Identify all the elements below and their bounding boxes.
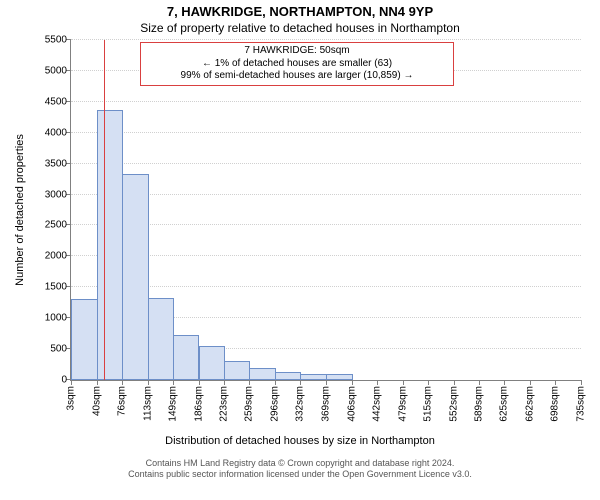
plot-inner: 0500100015002000250030003500400045005000… — [71, 40, 581, 380]
histogram-bar — [224, 361, 250, 380]
xtick-label: 442sqm — [371, 386, 382, 422]
xtick-label: 3sqm — [66, 386, 77, 410]
histogram-bar — [326, 374, 353, 380]
xtick-label: 552sqm — [448, 386, 459, 422]
xtick-mark — [275, 380, 276, 385]
xtick-mark — [199, 380, 200, 385]
xtick-mark — [97, 380, 98, 385]
xtick-label: 735sqm — [576, 386, 587, 422]
xtick-mark — [173, 380, 174, 385]
xtick-label: 698sqm — [550, 386, 561, 422]
footer-line-2: Contains public sector information licen… — [0, 469, 600, 480]
xtick-mark — [249, 380, 250, 385]
xtick-label: 515sqm — [422, 386, 433, 422]
gridline-h — [71, 101, 581, 102]
ytick-label: 4500 — [45, 96, 67, 107]
xtick-label: 662sqm — [525, 386, 536, 422]
xtick-mark — [122, 380, 123, 385]
property-size-indicator — [104, 40, 105, 380]
ytick-label: 2500 — [45, 220, 67, 231]
histogram-bar — [122, 174, 149, 380]
callout-line-1: 7 HAWKRIDGE: 50sqm — [147, 45, 447, 58]
xtick-mark — [479, 380, 480, 385]
histogram-bar — [249, 368, 276, 381]
x-axis-label: Distribution of detached houses by size … — [0, 435, 600, 447]
chart-subtitle: Size of property relative to detached ho… — [0, 21, 600, 35]
xtick-label: 76sqm — [116, 386, 127, 416]
xtick-mark — [352, 380, 353, 385]
histogram-bar — [275, 372, 301, 380]
xtick-label: 369sqm — [321, 386, 332, 422]
xtick-mark — [326, 380, 327, 385]
xtick-mark — [581, 380, 582, 385]
histogram-bar — [148, 298, 174, 380]
xtick-label: 296sqm — [270, 386, 281, 422]
histogram-bar — [71, 299, 98, 380]
xtick-label: 625sqm — [499, 386, 510, 422]
xtick-mark — [71, 380, 72, 385]
gridline-h — [71, 163, 581, 164]
ytick-label: 1000 — [45, 313, 67, 324]
footer-line-1: Contains HM Land Registry data © Crown c… — [0, 458, 600, 469]
ytick-label: 4000 — [45, 127, 67, 138]
chart-title: 7, HAWKRIDGE, NORTHAMPTON, NN4 9YP — [0, 4, 600, 19]
property-callout-box: 7 HAWKRIDGE: 50sqm ← 1% of detached hous… — [140, 42, 454, 86]
callout-line-3: 99% of semi-detached houses are larger (… — [147, 70, 447, 83]
xtick-mark — [377, 380, 378, 385]
y-axis-label: Number of detached properties — [14, 134, 26, 286]
xtick-mark — [454, 380, 455, 385]
footer-attribution: Contains HM Land Registry data © Crown c… — [0, 458, 600, 481]
xtick-label: 149sqm — [167, 386, 178, 422]
histogram-plot: 0500100015002000250030003500400045005000… — [70, 40, 581, 381]
xtick-label: 259sqm — [244, 386, 255, 422]
xtick-label: 223sqm — [219, 386, 230, 422]
xtick-label: 406sqm — [346, 386, 357, 422]
ytick-label: 3500 — [45, 158, 67, 169]
xtick-label: 113sqm — [142, 386, 153, 421]
gridline-h — [71, 39, 581, 40]
xtick-mark — [530, 380, 531, 385]
xtick-label: 40sqm — [91, 386, 102, 416]
ytick-label: 5500 — [45, 35, 67, 46]
gridline-h — [71, 132, 581, 133]
histogram-bar — [173, 335, 200, 380]
ytick-label: 0 — [61, 375, 67, 386]
xtick-label: 479sqm — [397, 386, 408, 422]
xtick-mark — [300, 380, 301, 385]
ytick-label: 1500 — [45, 282, 67, 293]
xtick-mark — [428, 380, 429, 385]
xtick-mark — [224, 380, 225, 385]
histogram-bar — [199, 346, 226, 380]
xtick-mark — [148, 380, 149, 385]
xtick-mark — [555, 380, 556, 385]
callout-line-2: ← 1% of detached houses are smaller (63) — [147, 58, 447, 71]
histogram-bar — [300, 374, 327, 380]
xtick-label: 332sqm — [295, 386, 306, 422]
ytick-label: 3000 — [45, 189, 67, 200]
ytick-label: 2000 — [45, 251, 67, 262]
ytick-label: 500 — [50, 344, 67, 355]
xtick-mark — [504, 380, 505, 385]
xtick-label: 589sqm — [474, 386, 485, 422]
ytick-label: 5000 — [45, 65, 67, 76]
histogram-bar — [97, 110, 123, 380]
xtick-label: 186sqm — [193, 386, 204, 422]
xtick-mark — [403, 380, 404, 385]
